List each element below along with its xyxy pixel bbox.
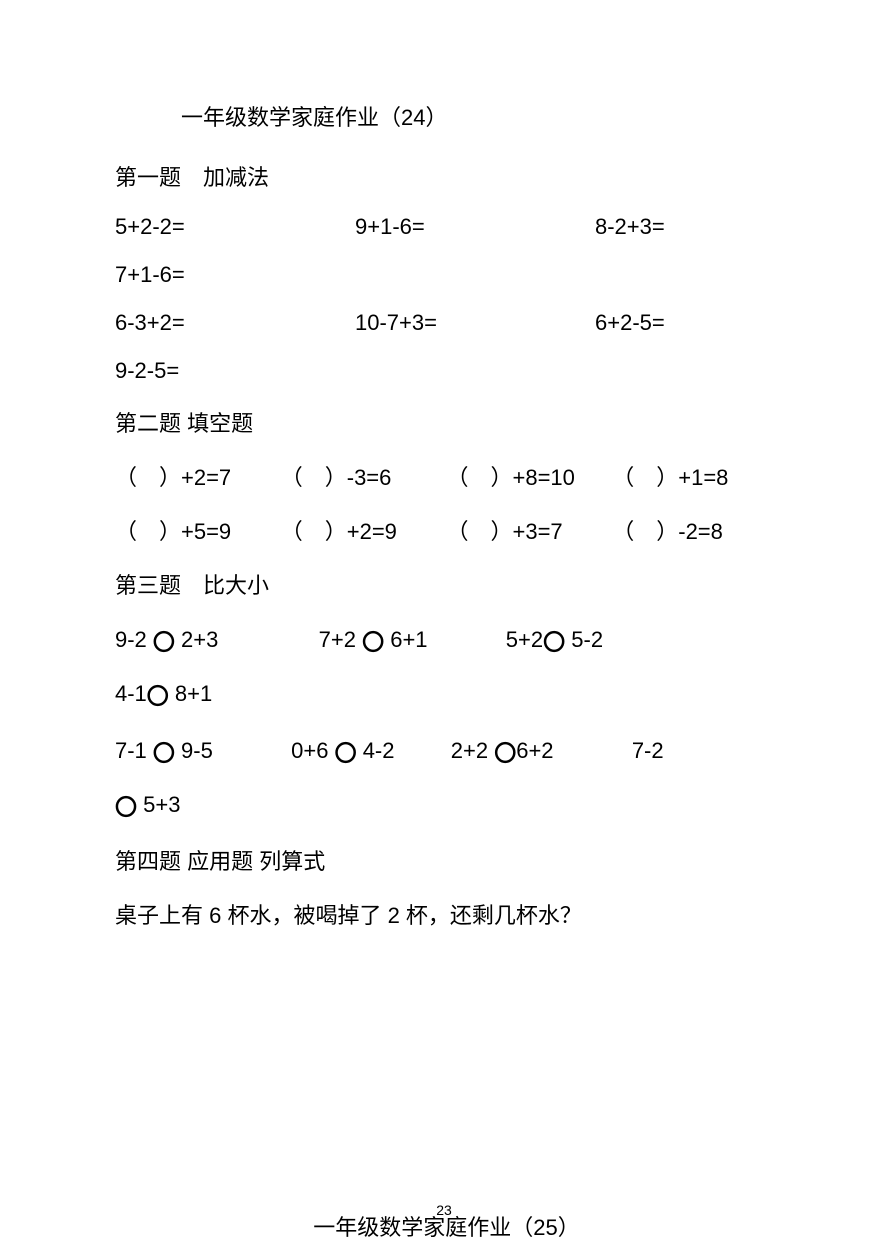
fillblank: （ ）-2=8: [612, 514, 778, 546]
equation: 9-2-5=: [115, 358, 355, 384]
circle-icon: 〇: [153, 736, 175, 768]
compare-left: 7+2: [319, 627, 362, 652]
fillblank: （ ）+2=9: [281, 514, 447, 546]
circle-icon: 〇: [494, 736, 516, 768]
circle-icon: 〇: [543, 625, 565, 657]
compare-row-4: 〇 5+3: [115, 790, 778, 822]
equation-row-3: 6-3+2= 10-7+3= 6+2-5=: [115, 310, 778, 336]
fillblank: （ ）+5=9: [115, 514, 281, 546]
compare-right: 6+2: [516, 738, 553, 763]
compare-left: 7-2: [632, 738, 664, 763]
compare-row-1: 9-2 〇 2+3 7+2 〇 6+1 5+2〇 5-2: [115, 622, 778, 657]
circle-icon: 〇: [115, 790, 137, 822]
fillblank: （ ）-3=6: [281, 460, 447, 492]
section4-header: 第四题 应用题 列算式: [115, 844, 778, 876]
fillblank: （ ）+3=7: [447, 514, 613, 546]
circle-icon: 〇: [362, 625, 384, 657]
compare-right: 9-5: [175, 738, 213, 763]
circle-icon: 〇: [153, 625, 175, 657]
fillblank: （ ）+2=7: [115, 460, 281, 492]
spacer: [401, 738, 445, 763]
spacer: [560, 738, 626, 763]
compare-left: 2+2: [451, 738, 494, 763]
section1-header: 第一题 加减法: [115, 160, 778, 192]
circle-icon: 〇: [147, 679, 169, 711]
section3-header: 第三题 比大小: [115, 568, 778, 600]
equation-row-4: 9-2-5=: [115, 358, 778, 384]
compare-row-2: 4-1〇 8+1: [115, 679, 778, 711]
compare-right: 5-2: [565, 627, 603, 652]
equation: 6-3+2=: [115, 310, 355, 336]
equation-row-2: 7+1-6=: [115, 262, 778, 288]
equation: 7+1-6=: [115, 262, 355, 288]
compare-left: 0+6: [291, 738, 334, 763]
equation: 10-7+3=: [355, 310, 595, 336]
equation-row-1: 5+2-2= 9+1-6= 8-2+3=: [115, 214, 778, 240]
compare-row-3: 7-1 〇 9-5 0+6 〇 4-2 2+2 〇6+2 7-2: [115, 733, 778, 768]
compare-right: 6+1: [384, 627, 427, 652]
compare-left: 9-2: [115, 627, 153, 652]
compare-right: 5+3: [137, 792, 180, 817]
compare-right: 8+1: [169, 681, 212, 706]
word-problem: 桌子上有 6 杯水，被喝掉了 2 杯，还剩几杯水？: [115, 898, 778, 930]
compare-right: 2+3: [175, 627, 218, 652]
worksheet-title: 一年级数学家庭作业（24）: [181, 100, 778, 132]
fillblank: （ ）+8=10: [447, 460, 613, 492]
spacer: [219, 738, 285, 763]
equation: 5+2-2=: [115, 214, 355, 240]
spacer: [225, 627, 313, 652]
fillblank-row-1: （ ）+2=7 （ ）-3=6 （ ）+8=10 （ ）+1=8: [115, 460, 778, 492]
equation: 8-2+3=: [595, 214, 775, 240]
fillblank-row-2: （ ）+5=9 （ ）+2=9 （ ）+3=7 （ ）-2=8: [115, 514, 778, 546]
compare-left: 5+2: [506, 627, 543, 652]
equation: 9+1-6=: [355, 214, 595, 240]
spacer: [434, 627, 500, 652]
circle-icon: 〇: [335, 736, 357, 768]
equation: 6+2-5=: [595, 310, 775, 336]
section2-header: 第二题 填空题: [115, 406, 778, 438]
page-number: 23: [0, 1202, 888, 1218]
compare-left: 7-1: [115, 738, 153, 763]
fillblank: （ ）+1=8: [612, 460, 778, 492]
compare-right: 4-2: [357, 738, 395, 763]
compare-left: 4-1: [115, 681, 147, 706]
